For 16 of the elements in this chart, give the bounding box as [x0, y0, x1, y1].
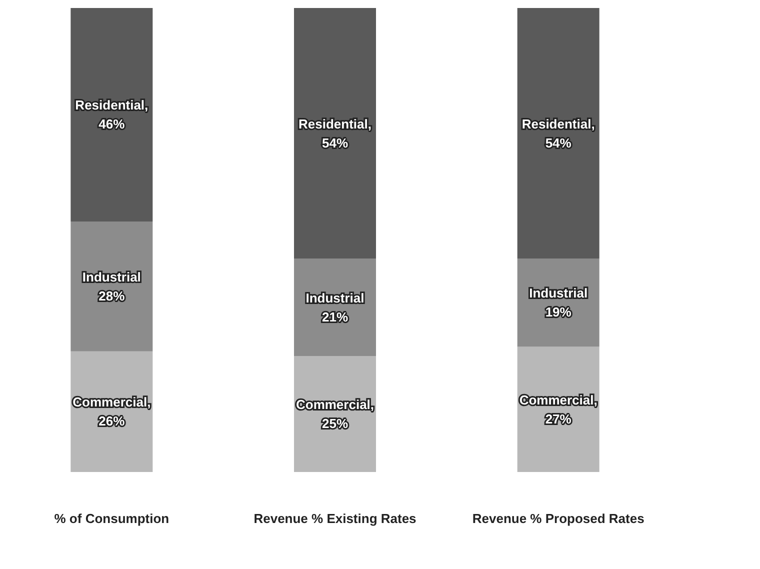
bar: [294, 8, 376, 259]
data-label: Residential, 54%: [522, 116, 595, 150]
x-tick-label: Revenue % Existing Rates: [254, 511, 416, 526]
bar: [70, 221, 153, 352]
bar: [517, 8, 600, 259]
data-label: Commercial, 27%: [519, 392, 598, 426]
data-label: Residential, 54%: [298, 116, 372, 150]
x-tick-label: Revenue % Proposed Rates: [472, 511, 644, 526]
data-label: Industrial 21%: [306, 290, 364, 324]
bar: [70, 8, 153, 222]
data-label: Industrial 19%: [529, 286, 588, 320]
x-tick-label: % of Consumption: [54, 511, 170, 526]
data-label: Commercial, 26%: [72, 394, 151, 429]
data-label: Residential, 46%: [75, 98, 148, 132]
data-label: Commercial, 25%: [296, 397, 374, 431]
data-label: Industrial 28%: [82, 269, 141, 304]
